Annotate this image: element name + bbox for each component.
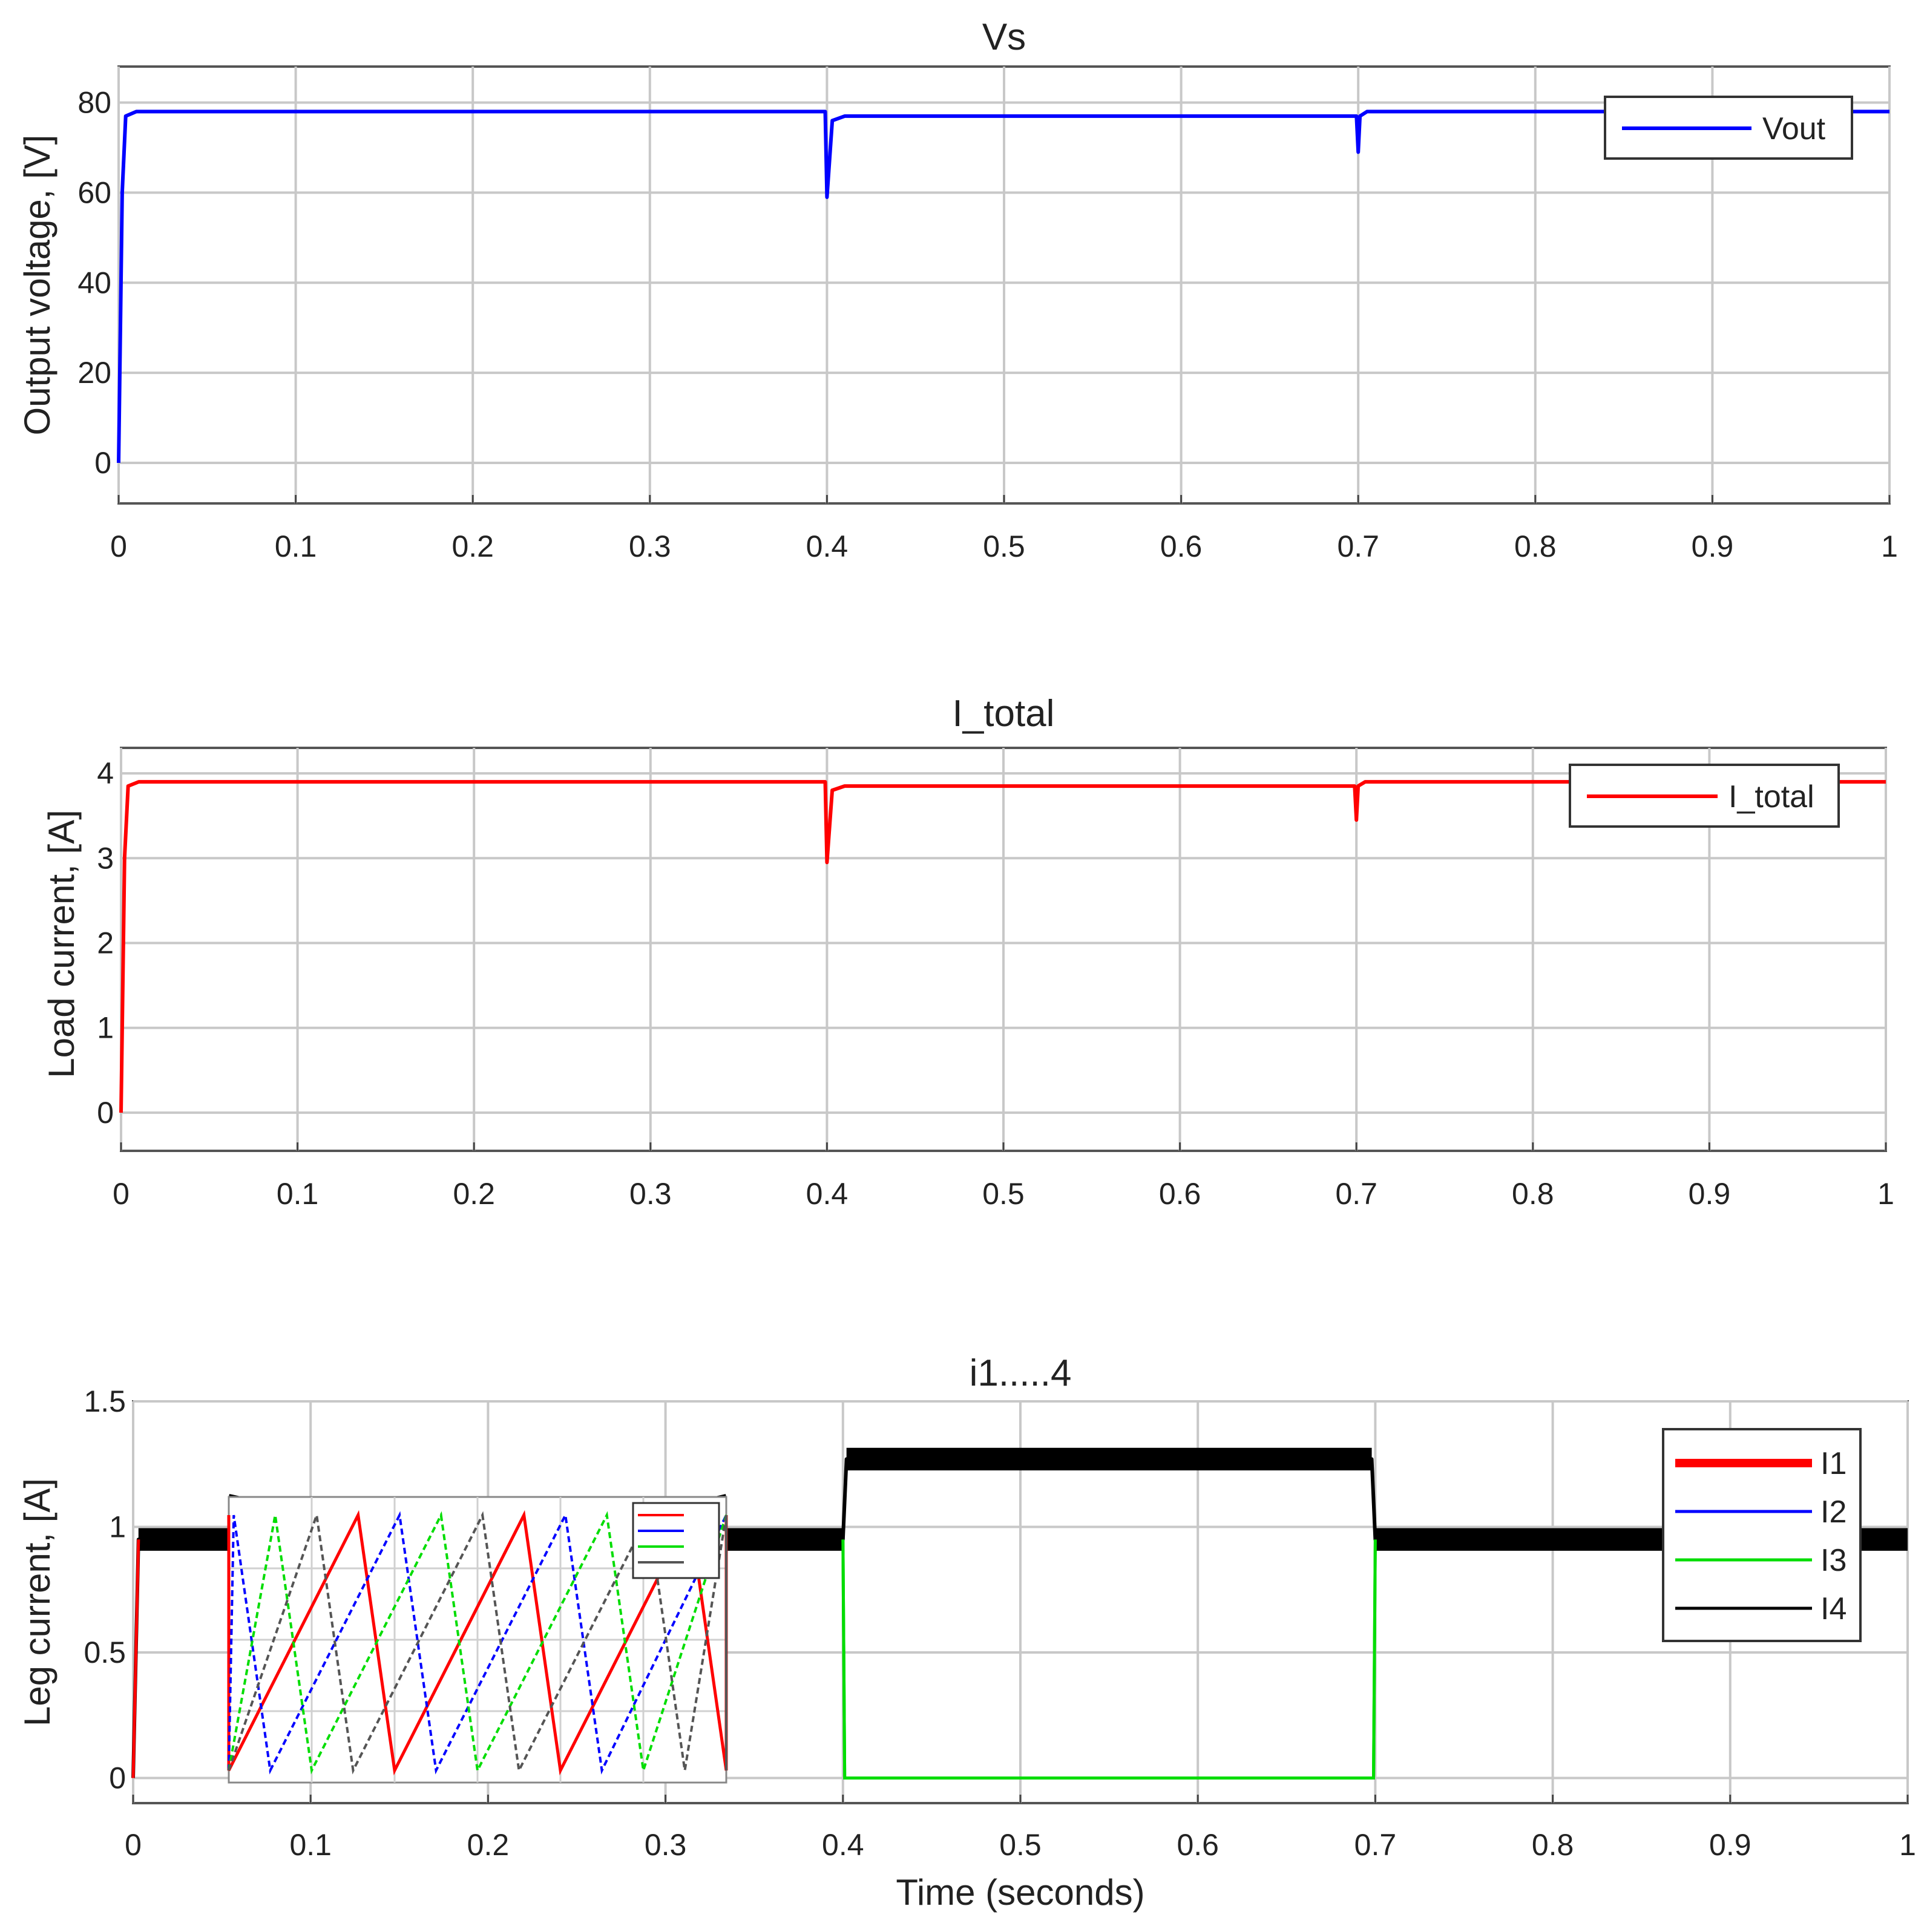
legend-label-i-total: I_total [1728, 779, 1814, 814]
y-tick-label: 0.5 [84, 1636, 126, 1669]
x-tick-label: 0 [113, 1177, 130, 1211]
x-tick-label: 0.8 [1514, 529, 1557, 563]
y-tick-labels-vs: 0 20 40 60 80 [77, 86, 111, 480]
legend-label-i2: I2 [1820, 1495, 1847, 1530]
x-tick-labels-vs: 0 0.1 0.2 0.3 0.4 0.5 0.6 0.7 0.8 0.9 1 [110, 529, 1898, 563]
y-tick-label: 20 [77, 356, 111, 390]
x-tick-label: 0.2 [453, 1177, 495, 1211]
x-tick-label: 0 [110, 529, 127, 563]
y-axis-label-leg-currents: Leg current, [A] [17, 1478, 57, 1726]
chart-title-i-total: I_total [953, 693, 1055, 735]
x-tick-labels-i-total: 0 0.1 0.2 0.3 0.4 0.5 0.6 0.7 0.8 0.9 1 [113, 1177, 1894, 1211]
series-ripple-band [846, 1447, 1372, 1471]
y-tick-label: 40 [77, 266, 111, 300]
x-tick-label: 0.1 [289, 1828, 332, 1862]
x-tick-label: 0.9 [1709, 1828, 1751, 1862]
inset-legend [632, 1502, 720, 1579]
x-tick-label: 1 [1899, 1828, 1916, 1862]
x-tick-label: 0.5 [983, 529, 1025, 563]
x-tick-label: 0.4 [822, 1828, 864, 1862]
series-group-vs [117, 110, 1889, 463]
series-group-i-total [119, 780, 1886, 1113]
x-tick-label: 1 [1881, 529, 1898, 563]
panel-leg-currents: 0 0.1 0.2 0.3 0.4 0.5 0.6 0.7 0.8 0.9 1 0 0.5 1 1.5 i… [17, 1352, 1916, 1913]
y-tick-label: 0 [94, 446, 111, 480]
y-tick-label: 2 [97, 926, 114, 960]
y-tick-label: 80 [77, 86, 111, 120]
x-tick-label: 0.1 [277, 1177, 319, 1211]
legend-leg-currents: I1 I2 I3 I4 [1662, 1428, 1862, 1642]
y-tick-label: 1 [109, 1510, 126, 1544]
x-tick-label: 0.2 [467, 1828, 510, 1862]
x-tick-label: 0.5 [982, 1177, 1025, 1211]
y-tick-label: 1 [97, 1011, 114, 1045]
grid-vs [117, 67, 1891, 503]
y-tick-label: 0 [97, 1096, 114, 1130]
x-axis-label-time: Time (seconds) [896, 1872, 1144, 1913]
x-tick-label: 1 [1877, 1177, 1894, 1211]
x-tick-label: 0.4 [806, 529, 849, 563]
y-tick-label: 60 [77, 175, 111, 209]
y-axis-label-i-total: Load current, [A] [41, 810, 82, 1078]
x-tick-label: 0.6 [1159, 1177, 1201, 1211]
x-tick-label: 0 [125, 1828, 142, 1862]
x-tick-label: 0.5 [999, 1828, 1042, 1862]
chart-title-vs: Vs [982, 16, 1026, 58]
x-tick-label: 0.6 [1160, 529, 1203, 563]
legend-label-vout: Vout [1762, 111, 1826, 146]
chart-title-leg-currents: i1.....4 [970, 1352, 1072, 1394]
x-tick-label: 0.4 [806, 1177, 849, 1211]
legend-i-total: I_total [1569, 764, 1840, 828]
inset-zoom [227, 1494, 728, 1784]
x-tick-label: 0.2 [451, 529, 494, 563]
legend-vs: Vout [1604, 96, 1853, 160]
x-tick-label: 0.9 [1692, 529, 1734, 563]
series-line-i3-drop [841, 1539, 1377, 1780]
panel-vs: 0 0.1 0.2 0.3 0.4 0.5 0.6 0.7 0.8 0.9 1 020406080 … [17, 16, 1898, 563]
x-tick-label: 0.6 [1177, 1828, 1219, 1862]
x-tick-label: 0.7 [1354, 1828, 1397, 1862]
y-tick-label: 4 [97, 756, 114, 790]
y-axis-label-vs: Output voltage, [V] [17, 135, 57, 436]
x-tick-label: 0.1 [275, 529, 317, 563]
x-tick-label: 0.3 [629, 1177, 672, 1211]
series-startup-edge [131, 1539, 140, 1778]
x-tick-label: 0.9 [1689, 1177, 1731, 1211]
x-tick-label: 0.7 [1335, 1177, 1377, 1211]
x-tick-label: 0.8 [1532, 1828, 1574, 1862]
y-tick-labels-leg-currents: 0 0.5 1 1.5 [84, 1384, 126, 1795]
x-tick-label: 0.3 [645, 1828, 687, 1862]
legend-label-i4: I4 [1820, 1591, 1847, 1626]
legend-label-i3: I3 [1820, 1543, 1847, 1578]
x-tick-labels-leg-currents: 0 0.1 0.2 0.3 0.4 0.5 0.6 0.7 0.8 0.9 1 [125, 1828, 1916, 1862]
y-tick-label: 0 [109, 1761, 126, 1795]
x-tick-label: 0.8 [1512, 1177, 1554, 1211]
y-tick-labels-i-total: 0 1 2 3 4 [97, 756, 114, 1130]
x-tick-label: 0.3 [629, 529, 671, 563]
legend-label-i1: I1 [1820, 1446, 1847, 1481]
series-line-i-total [119, 780, 1886, 1113]
x-tick-label: 0.7 [1337, 529, 1379, 563]
series-line-vout [117, 110, 1889, 463]
y-tick-label: 1.5 [84, 1384, 126, 1418]
y-tick-label: 3 [97, 841, 114, 875]
panel-i-total: 0 0.1 0.2 0.3 0.4 0.5 0.6 0.7 0.8 0.9 1 0 1 2 3 4 I_to… [41, 693, 1894, 1211]
